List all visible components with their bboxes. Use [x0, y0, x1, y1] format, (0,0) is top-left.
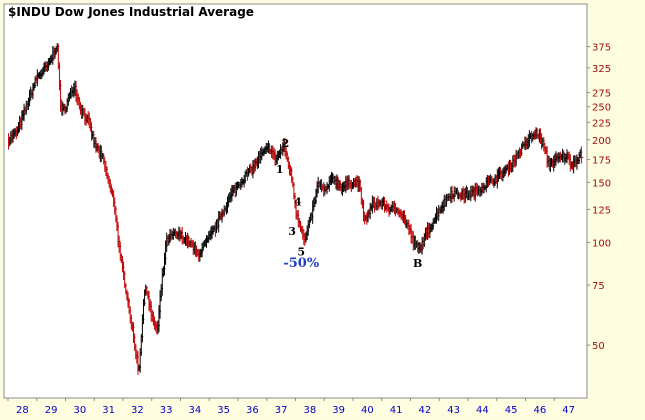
- annotations: 2 1 4 35-50% B: [276, 137, 422, 271]
- x-tick-label: 30: [74, 405, 87, 416]
- x-tick-label: 28: [16, 405, 29, 416]
- y-axis: 375 325 275 250 225 200 175 150 125 100 75 50: [587, 43, 611, 352]
- wave-label: 2: [282, 137, 290, 150]
- y-tick-label: 50: [592, 341, 605, 352]
- x-tick-label: 40: [361, 405, 374, 416]
- x-tick-label: 41: [390, 405, 403, 416]
- wave-label: 5: [297, 246, 305, 259]
- y-tick-label: 250: [592, 103, 611, 114]
- plot-area: [3, 3, 588, 399]
- decline-percent-label: -50%: [283, 256, 319, 271]
- y-tick-label: 75: [592, 281, 605, 292]
- x-tick-label: 39: [332, 405, 345, 416]
- y-tick-label: 150: [592, 178, 611, 189]
- wave-label: 1: [276, 163, 284, 176]
- price-bar: [580, 146, 584, 164]
- x-tick-label: 42: [419, 405, 432, 416]
- x-tick-label: 32: [131, 405, 144, 416]
- x-tick-label: 43: [447, 405, 460, 416]
- x-tick-label: 37: [275, 405, 288, 416]
- wave-label: 3: [288, 225, 296, 238]
- chart-title: $INDU Dow Jones Industrial Average: [8, 5, 254, 19]
- y-tick-label: 175: [592, 156, 611, 167]
- y-tick-label: 225: [592, 118, 611, 129]
- y-tick-label: 325: [592, 64, 611, 75]
- x-tick-label: 29: [45, 405, 58, 416]
- y-tick-label: 375: [592, 43, 611, 54]
- x-tick-label: 44: [476, 405, 489, 416]
- y-tick-label: 275: [592, 89, 611, 100]
- x-tick-label: 35: [217, 405, 230, 416]
- y-tick-label: 100: [592, 238, 611, 249]
- x-tick-label: 45: [505, 405, 518, 416]
- x-tick-label: 36: [246, 405, 259, 416]
- wave-label: B: [413, 257, 422, 270]
- x-tick-label: 33: [160, 405, 173, 416]
- y-tick-label: 125: [592, 205, 611, 216]
- x-tick-label: 47: [562, 405, 575, 416]
- x-tick-label: 31: [102, 405, 115, 416]
- wave-label: 4: [294, 195, 302, 208]
- x-tick-label: 38: [304, 405, 317, 416]
- x-tick-label: 46: [534, 405, 547, 416]
- price-bars: [8, 43, 584, 375]
- x-tick-label: 34: [189, 405, 202, 416]
- x-axis: 28 29 30 31 32 33 34 35 36 37 38 39 40 41 42 43 44 45 46 47: [7, 398, 575, 416]
- y-tick-label: 200: [592, 136, 611, 147]
